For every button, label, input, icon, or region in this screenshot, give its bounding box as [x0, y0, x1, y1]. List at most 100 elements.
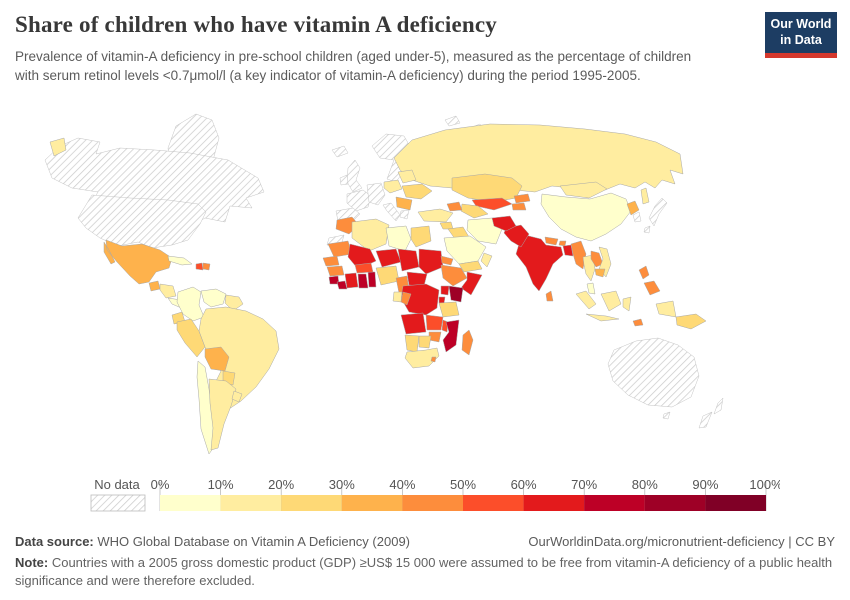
no-data-swatch[interactable] — [90, 494, 146, 512]
country-venezuela[interactable] — [200, 288, 227, 308]
country-nepal[interactable] — [544, 236, 559, 246]
country-india[interactable] — [515, 233, 564, 292]
country-greece[interactable] — [399, 209, 410, 220]
country-tanzania[interactable] — [438, 301, 460, 318]
country-iceland[interactable] — [331, 145, 349, 158]
country-congo[interactable] — [400, 291, 412, 306]
country-guatemala[interactable] — [148, 280, 161, 292]
country-cuba[interactable] — [167, 255, 193, 266]
country-timor-leste[interactable] — [632, 318, 644, 327]
country-ukraine[interactable] — [401, 183, 433, 200]
country-sudan[interactable] — [418, 248, 444, 275]
country-papua-new-guinea[interactable] — [675, 313, 707, 330]
country-oman[interactable] — [480, 252, 493, 268]
country-bhutan[interactable] — [558, 240, 567, 247]
country-iberia[interactable] — [335, 207, 361, 223]
legend-bin-1[interactable] — [220, 495, 282, 511]
country-kazakhstan[interactable] — [451, 173, 523, 203]
country-peru[interactable] — [176, 318, 206, 358]
country-indonesia[interactable] — [575, 290, 677, 322]
country-mexico[interactable] — [103, 239, 173, 285]
country-zambia[interactable] — [425, 314, 444, 331]
country-malaysia[interactable] — [586, 282, 596, 295]
country-baltics-belarus[interactable] — [397, 169, 417, 184]
country-france[interactable] — [346, 189, 372, 212]
country-caucasus[interactable] — [446, 201, 463, 212]
legend-bin-7[interactable] — [584, 495, 645, 511]
country-ireland[interactable] — [339, 174, 349, 186]
country-yemen[interactable] — [458, 260, 483, 273]
data-source-text[interactable]: WHO Global Database on Vitamin A Deficie… — [93, 534, 410, 549]
country-cote-divoire[interactable] — [344, 272, 359, 289]
country-algeria[interactable] — [351, 218, 390, 252]
country-kyrgyzstan[interactable] — [513, 193, 531, 204]
owid-url-link[interactable]: OurWorldinData.org/micronutrient-deficie… — [528, 534, 835, 549]
country-mozambique[interactable] — [442, 319, 460, 353]
country-pakistan[interactable] — [503, 224, 530, 248]
country-australia[interactable] — [607, 337, 700, 420]
country-ghana[interactable] — [357, 273, 369, 289]
country-angola[interactable] — [400, 312, 427, 335]
country-guyana-suriname[interactable] — [224, 294, 244, 312]
country-libya[interactable] — [385, 225, 412, 252]
country-niger[interactable] — [375, 248, 402, 268]
country-namibia[interactable] — [404, 334, 420, 353]
country-eritrea[interactable] — [440, 255, 454, 266]
legend-bin-6[interactable] — [523, 495, 585, 511]
country-italy[interactable] — [382, 202, 401, 222]
country-new-zealand[interactable] — [698, 397, 724, 429]
country-russia[interactable] — [49, 123, 684, 205]
country-syria[interactable] — [439, 221, 454, 230]
country-bolivia[interactable] — [204, 346, 230, 372]
country-senegal[interactable] — [322, 255, 340, 267]
country-somalia[interactable] — [460, 271, 483, 296]
country-north-korea[interactable] — [626, 200, 640, 216]
country-bangladesh[interactable] — [562, 244, 574, 257]
legend-bin-2[interactable] — [281, 495, 342, 511]
country-togo-benin[interactable] — [367, 271, 377, 288]
country-honduras-nicaragua[interactable] — [159, 283, 177, 299]
country-central-europe[interactable] — [366, 182, 386, 206]
country-haiti[interactable] — [195, 262, 204, 271]
country-philippines[interactable] — [638, 265, 661, 296]
country-turkey[interactable] — [417, 208, 454, 223]
legend-bin-3[interactable] — [341, 495, 403, 511]
country-egypt[interactable] — [410, 225, 432, 248]
country-dominican-republic[interactable] — [202, 262, 211, 271]
country-guinea[interactable] — [326, 265, 345, 277]
country-balkans[interactable] — [395, 196, 413, 211]
country-tajikistan[interactable] — [511, 202, 527, 211]
country-nigeria[interactable] — [375, 265, 400, 286]
country-japan[interactable] — [643, 197, 668, 234]
country-sri-lanka[interactable] — [545, 290, 554, 302]
legend-bin-8[interactable] — [644, 495, 706, 511]
legend-bin-5[interactable] — [463, 495, 524, 511]
country-swaziland[interactable] — [430, 356, 437, 363]
legend-bin-4[interactable] — [402, 495, 463, 511]
country-chad[interactable] — [397, 248, 420, 272]
country-china[interactable] — [540, 192, 632, 242]
country-liberia[interactable] — [336, 280, 348, 290]
country-botswana[interactable] — [418, 335, 432, 349]
country-poland[interactable] — [383, 179, 403, 194]
country-burkina-faso[interactable] — [354, 262, 374, 274]
country-laos[interactable] — [590, 250, 604, 268]
owid-logo[interactable]: Our World in Data — [765, 12, 837, 58]
country-uganda[interactable] — [440, 285, 450, 296]
country-mongolia[interactable] — [559, 181, 608, 199]
country-argentina[interactable] — [208, 378, 237, 451]
country-united-states[interactable] — [77, 194, 207, 249]
country-south-korea[interactable] — [632, 211, 642, 223]
country-afghanistan[interactable] — [491, 215, 517, 232]
country-uzbekistan[interactable] — [471, 197, 513, 211]
legend-bin-9[interactable] — [705, 495, 766, 511]
country-ethiopia[interactable] — [440, 264, 468, 287]
country-united-kingdom[interactable] — [346, 159, 363, 193]
country-myanmar[interactable] — [570, 240, 587, 270]
country-central-african-republic[interactable] — [406, 271, 428, 287]
country-cambodia[interactable] — [594, 268, 606, 278]
legend-bin-0[interactable] — [160, 495, 221, 511]
country-madagascar[interactable] — [461, 329, 474, 356]
country-gabon[interactable] — [392, 291, 403, 303]
country-kenya[interactable] — [448, 285, 464, 303]
